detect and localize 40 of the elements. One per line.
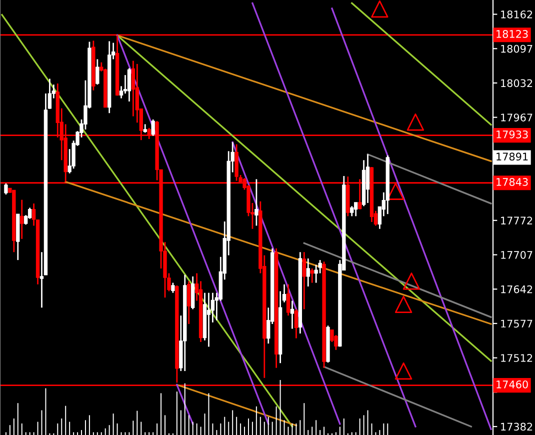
y-tick-label: 17642 — [501, 285, 532, 294]
y-tick-label: 17772 — [501, 216, 532, 224]
point — [406, 113, 424, 131]
candlestick — [366, 154, 370, 204]
ref-line-label: 17843 — [496, 178, 528, 186]
annotation: 17891 — [496, 152, 528, 161]
y-tick-label: 18097 — [501, 44, 532, 53]
point — [394, 296, 412, 314]
candlestick — [48, 78, 52, 110]
y-tick-label: 17967 — [501, 114, 532, 122]
candlestick — [306, 258, 310, 288]
candlestick — [350, 205, 354, 217]
candlestick — [187, 280, 191, 325]
candlestick — [96, 58, 100, 86]
ref-line-label: 17933 — [496, 130, 528, 138]
candlestick — [20, 199, 24, 240]
candlestick — [151, 118, 155, 137]
candlestick — [127, 67, 132, 102]
y-tick-label: 18162 — [501, 10, 532, 18]
candlestick — [286, 284, 290, 316]
ref-line-label: 17460 — [496, 380, 528, 388]
candlestick — [302, 251, 306, 310]
candlestick — [190, 276, 195, 310]
point — [402, 272, 420, 290]
candlestick — [4, 182, 8, 196]
y-tick-label: 17707 — [501, 250, 532, 259]
point — [394, 362, 412, 380]
y-tick-label: 17577 — [501, 320, 532, 328]
y-tick-label: 17382 — [501, 422, 532, 431]
candlestick — [314, 264, 318, 284]
y-tick-label: 17512 — [501, 354, 532, 362]
candlestick — [206, 292, 211, 348]
candlestick — [294, 308, 298, 339]
y-tick-label: 18032 — [501, 79, 532, 88]
candlestick — [354, 202, 358, 217]
point — [371, 0, 388, 18]
candlestick — [171, 282, 175, 294]
candlestick — [290, 300, 294, 330]
ref-line-label: 18123 — [496, 30, 528, 38]
candlestick — [254, 178, 258, 226]
